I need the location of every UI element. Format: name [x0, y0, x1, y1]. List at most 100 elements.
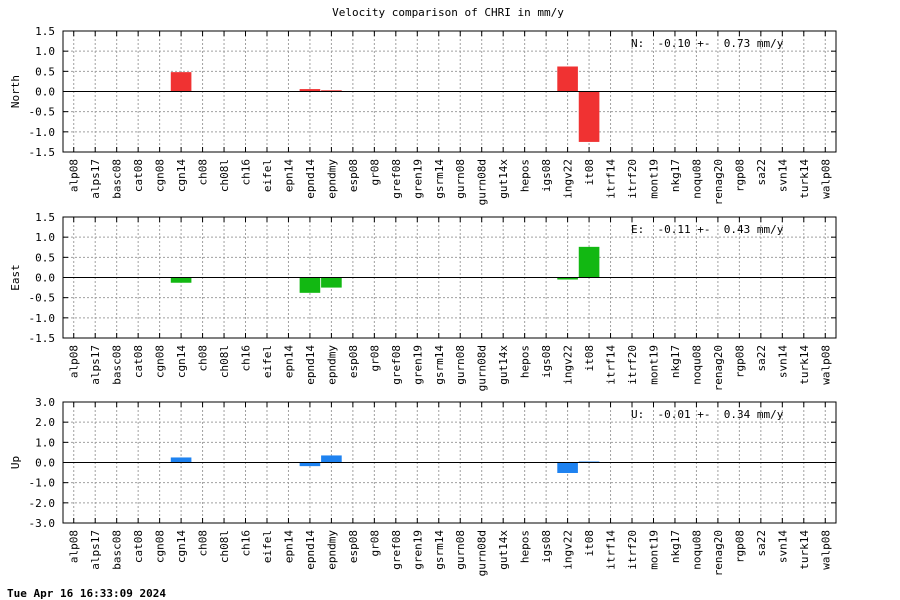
north-xtick-label-noqu08: noqu08	[690, 159, 703, 199]
north-ytick-label: 1.0	[35, 45, 55, 58]
north-xtick-label-turk14: turk14	[798, 159, 811, 199]
north-xtick-label-cat08: cat08	[132, 159, 145, 192]
east-xtick-label-gren19: gren19	[411, 345, 424, 385]
north-xtick-label-svn14: svn14	[776, 159, 789, 192]
up-xtick-label-ch08l: ch08l	[218, 530, 231, 563]
north-ytick-label: -1.5	[29, 146, 56, 159]
up-xtick-label-mont19: mont19	[647, 530, 660, 570]
east-ytick-label: 1.0	[35, 231, 55, 244]
north-ytick-label: -0.5	[29, 106, 56, 119]
north-xtick-label-renag20: renag20	[712, 159, 725, 205]
up-xtick-label-gren19: gren19	[411, 530, 424, 570]
east-ytick-label: 1.5	[35, 211, 55, 224]
east-xtick-label-it08: it08	[583, 345, 596, 372]
up-xtick-label-renag20: renag20	[712, 530, 725, 576]
north-xtick-label-gr08: gr08	[368, 159, 381, 186]
north-xtick-label-esp08: esp08	[347, 159, 360, 192]
up-xtick-label-rgp08: rgp08	[733, 530, 746, 563]
east-xtick-label-epnd14: epnd14	[304, 345, 317, 385]
north-xtick-label-epndmy: epndmy	[325, 159, 338, 199]
north-bar-cgn14	[170, 72, 192, 92]
east-bar-cgn14	[170, 277, 192, 283]
north-xtick-label-nkg17: nkg17	[669, 159, 682, 192]
up-xtick-label-gurn08: gurn08	[454, 530, 467, 570]
north-xtick-label-gut14x: gut14x	[497, 159, 510, 199]
up-ytick-label: -3.0	[29, 517, 56, 530]
east-bar-it08	[578, 246, 600, 278]
east-summary: E: -0.11 +- 0.43 mm/y	[631, 223, 784, 236]
north-summary: N: -0.10 +- 0.73 mm/y	[631, 37, 784, 50]
east-xtick-label-cat08: cat08	[132, 345, 145, 378]
east-xtick-label-hepos: hepos	[519, 345, 532, 378]
up-panel: -3.0 -2.0 -1.0 0.0 1.0 2.0 3.0 alp08 alps17 basc0…	[9, 396, 837, 576]
north-xtick-label-gurn08: gurn08	[454, 159, 467, 199]
east-xtick-label-ch08l: ch08l	[218, 345, 231, 378]
north-bar-epndmy	[321, 90, 342, 92]
east-bar-ingv22	[557, 277, 578, 280]
east-xtick-label-walp08: walp08	[819, 345, 832, 385]
east-xtick-label-ch16: ch16	[240, 345, 253, 372]
east-xtick-label-gurn08: gurn08	[454, 345, 467, 385]
up-xtick-label-walp08: walp08	[819, 530, 832, 570]
north-xtick-label-ch08l: ch08l	[218, 159, 231, 192]
east-xtick-label-nkg17: nkg17	[669, 345, 682, 378]
east-xtick-label-ingv22: ingv22	[562, 345, 575, 385]
north-xtick-label-itrf20: itrf20	[626, 159, 639, 199]
up-ytick-label: -1.0	[29, 477, 56, 490]
east-ytick-label: 0.0	[35, 272, 55, 285]
east-xtick-label-itrf20: itrf20	[626, 345, 639, 385]
east-xtick-label-svn14: svn14	[776, 345, 789, 378]
east-ytick-label: -1.5	[29, 332, 56, 345]
north-ylabel: North	[9, 75, 22, 108]
timestamp-footer: Tue Apr 16 16:33:09 2024	[7, 587, 166, 600]
north-xtick-label-gref08: gref08	[390, 159, 403, 199]
north-xtick-label-hepos: hepos	[519, 159, 532, 192]
north-xtick-label-ingv22: ingv22	[562, 159, 575, 199]
up-xtick-label-esp08: esp08	[347, 530, 360, 563]
up-bar-it08	[578, 461, 600, 463]
up-ytick-label: 2.0	[35, 416, 55, 429]
up-xtick-label-cgn08: cgn08	[154, 530, 167, 563]
east-xtick-label-turk14: turk14	[798, 345, 811, 385]
up-xtick-label-itrf14: itrf14	[605, 530, 618, 570]
up-xtick-label-it08: it08	[583, 530, 596, 557]
north-xtick-label-gurn08d: gurn08d	[476, 159, 489, 205]
east-xtick-label-itrf14: itrf14	[605, 345, 618, 385]
north-xtick-label-walp08: walp08	[819, 159, 832, 199]
north-ytick-label: 0.0	[35, 86, 55, 99]
east-xtick-label-cgn08: cgn08	[154, 345, 167, 378]
north-xtick-label-ch16: ch16	[240, 159, 253, 186]
north-xtick-label-gsrm14: gsrm14	[433, 159, 446, 199]
east-xtick-label-esp08: esp08	[347, 345, 360, 378]
east-panel: -1.5 -1.0 -0.5 0.0 0.5 1.0 1.5 alp08 alps17 basc0…	[9, 211, 837, 391]
up-xtick-label-alps17: alps17	[89, 530, 102, 570]
east-ytick-label: -1.0	[29, 312, 56, 325]
up-xtick-label-epnd14: epnd14	[304, 530, 317, 570]
up-xtick-label-basc08: basc08	[111, 530, 124, 570]
east-xtick-label-gref08: gref08	[390, 345, 403, 385]
east-xtick-label-igs08: igs08	[540, 345, 553, 378]
chart-panels: -1.5 -1.0 -0.5 0.0 0.5 1.0 1.5 alp08 alps17 basc0…	[9, 25, 837, 576]
up-xtick-label-gref08: gref08	[390, 530, 403, 570]
north-xtick-label-epnd14: epnd14	[304, 159, 317, 199]
east-xtick-label-gurn08d: gurn08d	[476, 345, 489, 391]
up-xtick-label-gsrm14: gsrm14	[433, 530, 446, 570]
up-xtick-label-nkg17: nkg17	[669, 530, 682, 563]
up-xtick-label-alp08: alp08	[68, 530, 81, 563]
east-xtick-label-rgp08: rgp08	[733, 345, 746, 378]
east-xtick-label-epn14: epn14	[282, 345, 295, 378]
north-xtick-label-cgn14: cgn14	[175, 159, 188, 192]
north-xtick-label-it08: it08	[583, 159, 596, 186]
north-ytick-label: 1.5	[35, 25, 55, 38]
up-xtick-label-noqu08: noqu08	[690, 530, 703, 570]
north-xtick-label-gren19: gren19	[411, 159, 424, 199]
north-xtick-label-sa22: sa22	[755, 159, 768, 186]
up-xtick-label-turk14: turk14	[798, 530, 811, 570]
east-xtick-label-gsrm14: gsrm14	[433, 345, 446, 385]
up-ytick-label: 3.0	[35, 396, 55, 409]
east-bar-epndmy	[321, 277, 342, 288]
east-xtick-label-noqu08: noqu08	[690, 345, 703, 385]
north-xtick-label-basc08: basc08	[111, 159, 124, 199]
north-xtick-label-igs08: igs08	[540, 159, 553, 192]
